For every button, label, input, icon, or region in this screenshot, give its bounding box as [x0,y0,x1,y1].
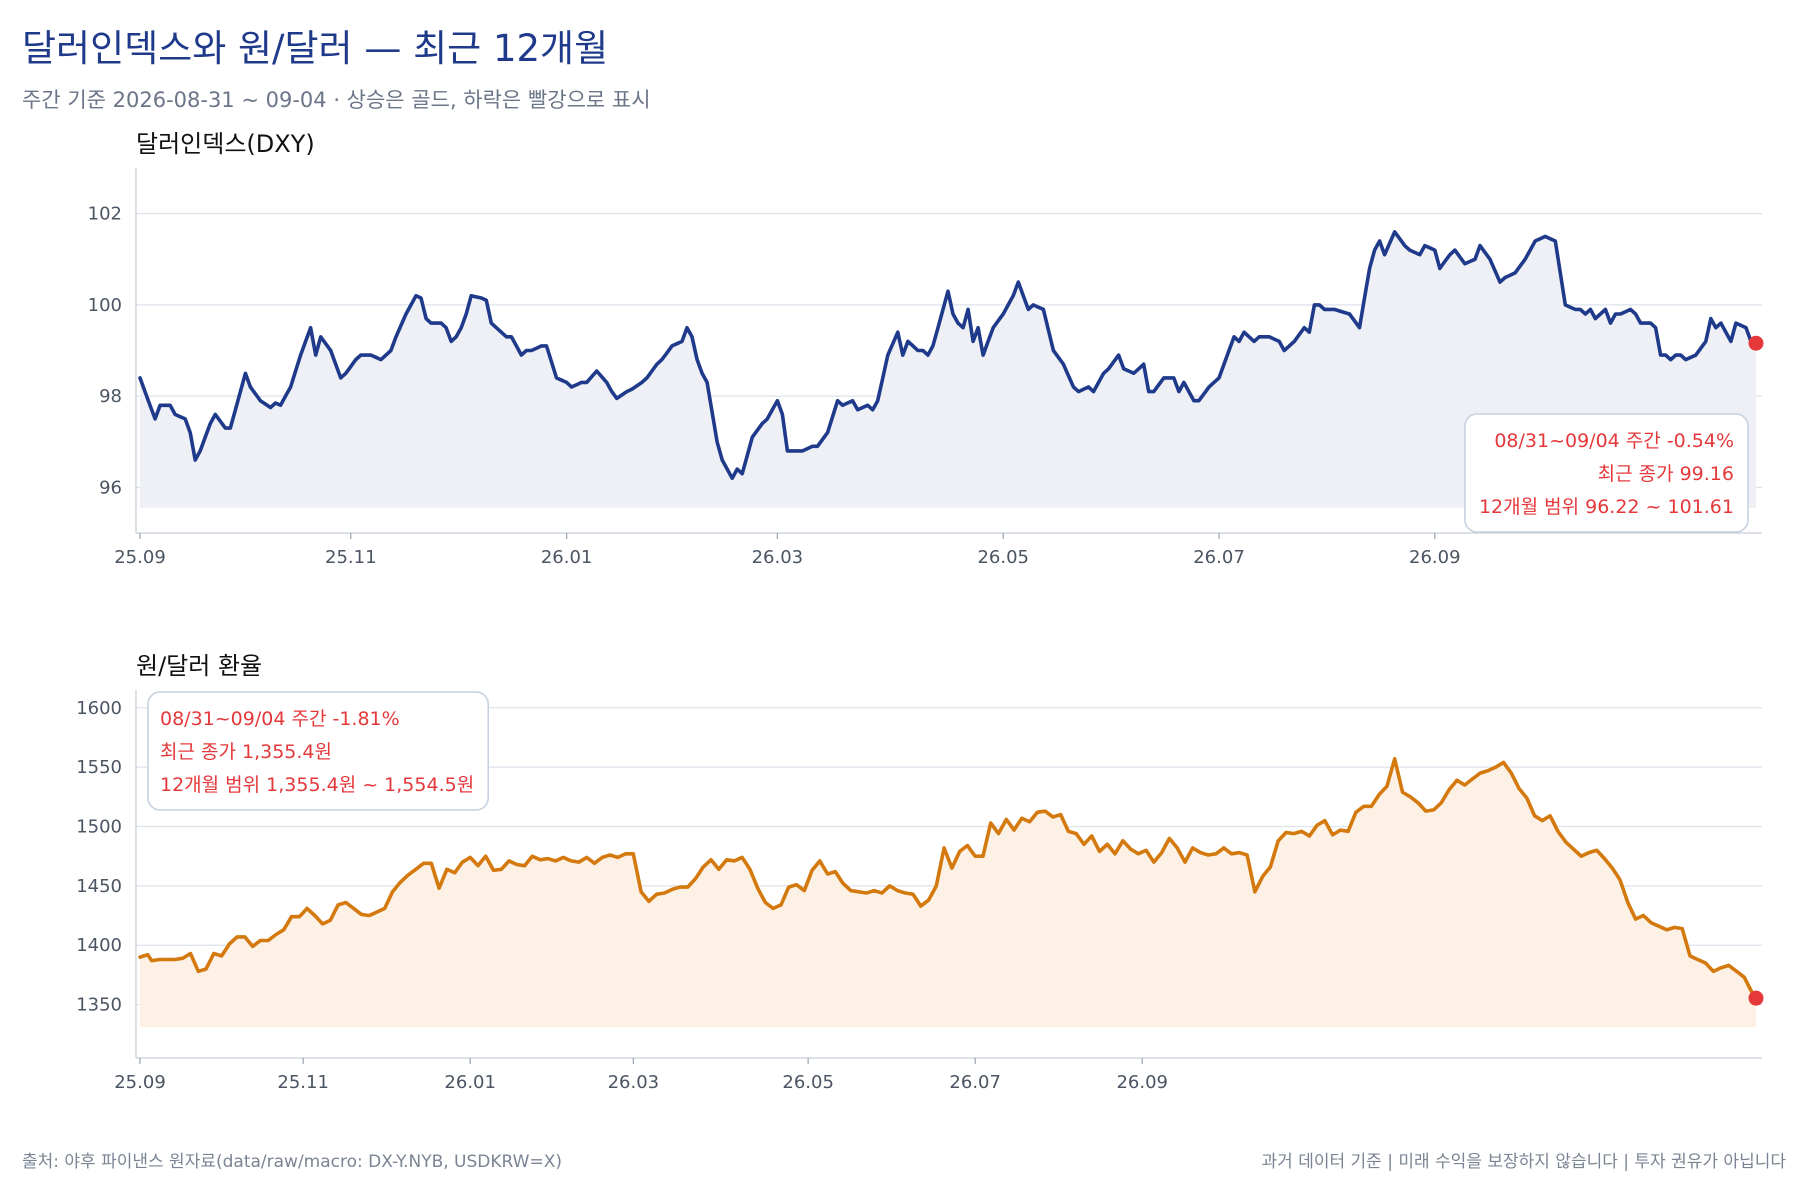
x-tick-label: 25.11 [325,547,377,568]
disclaimer-note: 과거 데이터 기준 | 미래 수익을 보장하지 않습니다 | 투자 권유가 아닙… [1261,1152,1786,1172]
annotation-box [1464,413,1749,533]
series-line [138,230,1758,480]
source-note: 출처: 야후 파이낸스 원자료(data/raw/macro: DX-Y.NYB… [22,1152,562,1172]
last-point-marker [1748,335,1764,351]
x-tick-label: 26.09 [1409,547,1461,568]
page-subtitle: 주간 기준 2026-08-31 ~ 09-04 · 상승은 골드, 하락은 빨… [22,88,651,112]
series-line [138,757,1758,1000]
y-tick-label: 96 [99,477,122,498]
x-tick-label: 26.07 [1193,547,1245,568]
y-tick-label: 1500 [76,817,122,838]
krw-panel: 원/달러 환율 1350 1400 1450 1500 1550 1600 25.09 25.1… [76,652,1764,1093]
y-tick-label: 100 [88,295,122,316]
y-tick-label: 102 [88,204,122,225]
x-tick-label: 25.09 [114,547,166,568]
y-tick-label: 1600 [76,698,122,719]
annotation-line: 최근 종가 99.16 [1598,463,1734,485]
annotation-line: 최근 종가 1,355.4원 [160,741,332,763]
x-tick-label: 26.01 [444,1072,496,1093]
annotation-line: 08/31~09/04 주간 -1.81% [160,708,400,730]
x-tick-label: 26.09 [1116,1072,1168,1093]
annotation-line: 08/31~09/04 주간 -0.54% [1494,430,1734,452]
panel-title: 달러인덱스(DXY) [136,130,315,158]
series-area [140,231,1756,508]
x-tick-label: 26.07 [949,1072,1001,1093]
y-tick-label: 1400 [76,935,122,956]
page-title: 달러인덱스와 원/달러 — 최근 12개월 [22,27,609,70]
panel-title: 원/달러 환율 [136,652,262,680]
x-tick-label: 25.11 [277,1072,329,1093]
annotation-box [147,691,489,811]
x-tick-label: 26.05 [782,1072,834,1093]
y-tick-label: 1450 [76,876,122,897]
dxy-panel: 달러인덱스(DXY) 96 98 100 102 25.09 25.11 26.01 26.03… [88,130,1764,568]
y-tick-label: 1350 [76,995,122,1016]
annotation-line: 12개월 범위 96.22 ~ 101.61 [1479,496,1734,518]
x-tick-label: 26.05 [977,547,1029,568]
y-tick-label: 1550 [76,757,122,778]
last-point-marker [1748,990,1764,1006]
y-tick-label: 98 [99,386,122,407]
annotation-line: 12개월 범위 1,355.4원 ~ 1,554.5원 [160,774,474,796]
x-tick-label: 26.03 [752,547,804,568]
x-tick-label: 25.09 [114,1072,166,1093]
x-tick-label: 26.03 [608,1072,660,1093]
x-tick-label: 26.01 [541,547,593,568]
